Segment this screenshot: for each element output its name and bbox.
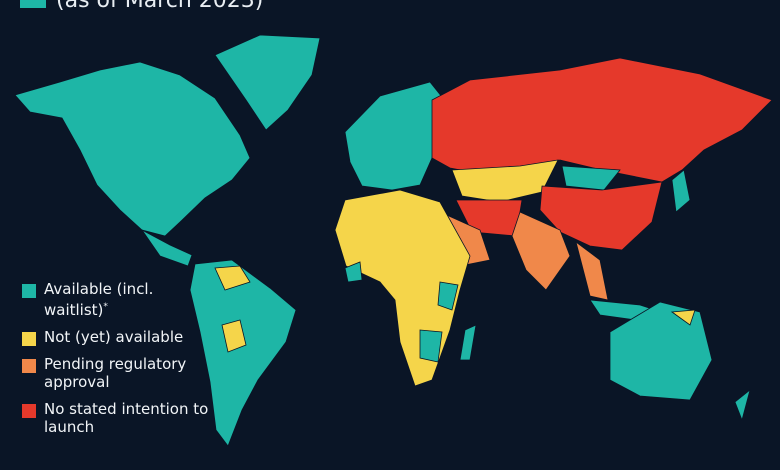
legend-label: Pending regulatory approval [44, 355, 187, 391]
legend-label: Not (yet) available [44, 328, 184, 346]
region-russia [431, 57, 773, 183]
region-east-africa-teal [437, 281, 459, 311]
region-southeast-asia [575, 240, 609, 301]
legend-item-not-available: Not (yet) available [22, 328, 214, 346]
legend-swatch-pending [22, 359, 36, 373]
region-papua-new-guinea [670, 309, 696, 326]
region-central-america [141, 229, 193, 267]
region-southern-africa-teal [419, 329, 443, 363]
region-mongolia [561, 165, 621, 191]
region-greenland [214, 34, 321, 131]
legend-item-no-intention: No stated intention to launch [22, 400, 214, 436]
legend-swatch-available [22, 284, 36, 298]
region-west-africa-teal [344, 261, 363, 283]
region-japan [671, 169, 691, 213]
legend-item-pending: Pending regulatory approval [22, 355, 214, 391]
region-china [539, 181, 663, 251]
region-australia [609, 301, 713, 401]
subtitle-swatch [20, 0, 46, 8]
region-bolivia [221, 319, 247, 353]
subtitle-text: (as of March 2023) [56, 0, 264, 13]
legend-swatch-not-available [22, 332, 36, 346]
region-new-zealand [734, 388, 751, 422]
region-madagascar [459, 324, 477, 361]
region-south-america [189, 259, 297, 447]
legend-swatch-no-intention [22, 404, 36, 418]
region-north-america [14, 61, 251, 237]
legend: Available (incl. waitlist)* Not (yet) av… [22, 280, 214, 445]
legend-note: * [103, 302, 108, 312]
legend-item-available: Available (incl. waitlist)* [22, 280, 214, 319]
region-europe [344, 81, 447, 191]
region-venezuela [214, 265, 251, 291]
legend-label: No stated intention to launch [44, 400, 209, 436]
legend-label: Available (incl. waitlist) [44, 280, 154, 319]
region-india [511, 211, 571, 291]
map-subtitle: (as of March 2023) [20, 0, 263, 13]
